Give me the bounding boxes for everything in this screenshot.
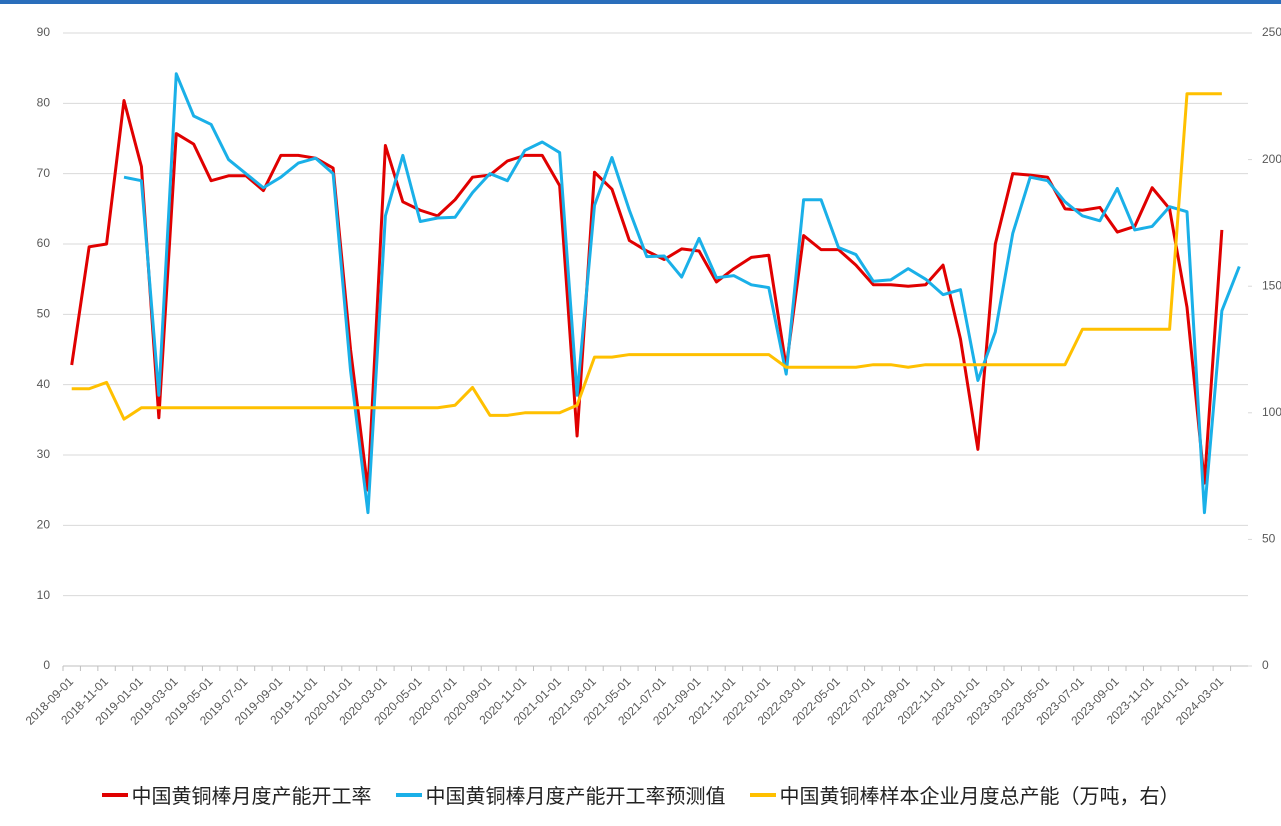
legend-label: 中国黄铜棒月度产能开工率: [131, 784, 372, 808]
legend-label: 中国黄铜棒样本企业月度总产能（万吨，右）: [779, 784, 1180, 808]
top-bar: [0, 0, 1281, 4]
y-tick-label: 60: [37, 236, 51, 250]
legend-swatch: [395, 792, 422, 797]
legend-item: 中国黄铜棒月度产能开工率: [101, 780, 372, 809]
y2-tick-label: 200: [1262, 152, 1281, 166]
y-tick-label: 20: [37, 518, 51, 532]
legend-item: 中国黄铜棒月度产能开工率预测值: [395, 780, 726, 809]
y-tick-label: 70: [37, 166, 51, 180]
y-tick-label: 40: [37, 377, 51, 391]
legend-swatch: [749, 792, 776, 797]
series-line: [71, 92, 1222, 421]
series-line: [123, 72, 1241, 515]
y-tick-label: 0: [43, 658, 50, 672]
y-tick-label: 80: [37, 96, 51, 110]
y-tick-label: 90: [37, 25, 51, 39]
y2-tick-label: 0: [1262, 658, 1269, 672]
legend: 中国黄铜棒月度产能开工率 中国黄铜棒月度产能开工率预测值 中国黄铜棒样本企业月度总产…: [0, 780, 1281, 809]
legend-item: 中国黄铜棒样本企业月度总产能（万吨，右）: [749, 780, 1180, 809]
y2-tick-label: 150: [1262, 278, 1281, 292]
y-tick-label: 30: [37, 447, 51, 461]
y-tick-label: 50: [37, 307, 51, 321]
legend-label: 中国黄铜棒月度产能开工率预测值: [425, 784, 726, 808]
y2-tick-label: 100: [1262, 405, 1281, 419]
legend-swatch: [101, 792, 128, 797]
y2-tick-label: 50: [1262, 532, 1276, 546]
y-tick-label: 10: [37, 588, 51, 602]
y2-tick-label: 250: [1262, 25, 1281, 39]
chart: 01020304050607080900501001502002502018-0…: [0, 0, 1281, 728]
series-line: [70, 99, 1224, 492]
